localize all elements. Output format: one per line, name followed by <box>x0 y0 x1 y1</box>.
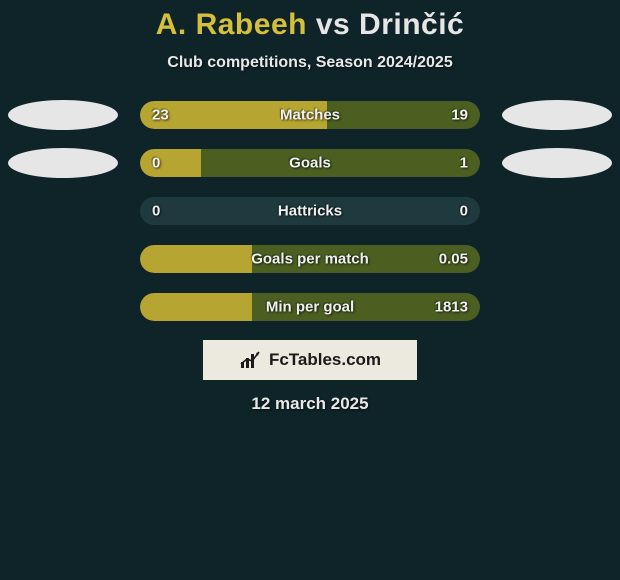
date-text: 12 march 2025 <box>0 394 620 414</box>
stat-bar: 23 Matches 19 <box>140 101 480 129</box>
stat-label: Goals per match <box>251 251 369 268</box>
stat-row: Min per goal 1813 <box>0 292 620 322</box>
stat-label: Goals <box>289 155 331 172</box>
bar-fill-right <box>201 149 480 177</box>
stat-label: Hattricks <box>278 203 342 220</box>
vs-text: vs <box>316 8 350 41</box>
team-oval-left <box>8 148 118 178</box>
stat-value-right: 19 <box>451 107 468 124</box>
stat-bar: 0 Hattricks 0 <box>140 197 480 225</box>
bar-fill-left <box>140 245 252 273</box>
player1-name: A. Rabeeh <box>156 8 307 41</box>
stat-row: 23 Matches 19 <box>0 100 620 130</box>
stat-bar: 0 Goals 1 <box>140 149 480 177</box>
stat-bar: Min per goal 1813 <box>140 293 480 321</box>
stat-row: 0 Goals 1 <box>0 148 620 178</box>
team-oval-left <box>8 100 118 130</box>
stat-label: Matches <box>280 107 340 124</box>
stat-row: 0 Hattricks 0 <box>0 196 620 226</box>
watermark: FcTables.com <box>203 340 417 380</box>
stat-value-left: 0 <box>152 203 160 220</box>
stat-value-right: 0 <box>460 203 468 220</box>
stat-value-left: 23 <box>152 107 169 124</box>
stat-value-right: 1813 <box>435 299 468 316</box>
team-oval-right <box>502 148 612 178</box>
stat-row: Goals per match 0.05 <box>0 244 620 274</box>
stat-value-right: 1 <box>460 155 468 172</box>
stat-value-left: 0 <box>152 155 160 172</box>
comparison-card: A. Rabeeh vs Drinčić Club competitions, … <box>0 0 620 414</box>
subtitle: Club competitions, Season 2024/2025 <box>0 54 620 72</box>
bar-fill-left <box>140 149 201 177</box>
stat-label: Min per goal <box>266 299 354 316</box>
watermark-text: FcTables.com <box>269 350 381 370</box>
bar-fill-left <box>140 293 252 321</box>
chart-icon <box>239 350 263 370</box>
team-oval-right <box>502 100 612 130</box>
stats-table: 23 Matches 19 0 Goals 1 0 Hattricks 0 Goals per m… <box>0 100 620 322</box>
player2-name: Drinčić <box>359 8 464 41</box>
stat-value-right: 0.05 <box>439 251 468 268</box>
stat-bar: Goals per match 0.05 <box>140 245 480 273</box>
title-row: A. Rabeeh vs Drinčić <box>0 8 620 42</box>
